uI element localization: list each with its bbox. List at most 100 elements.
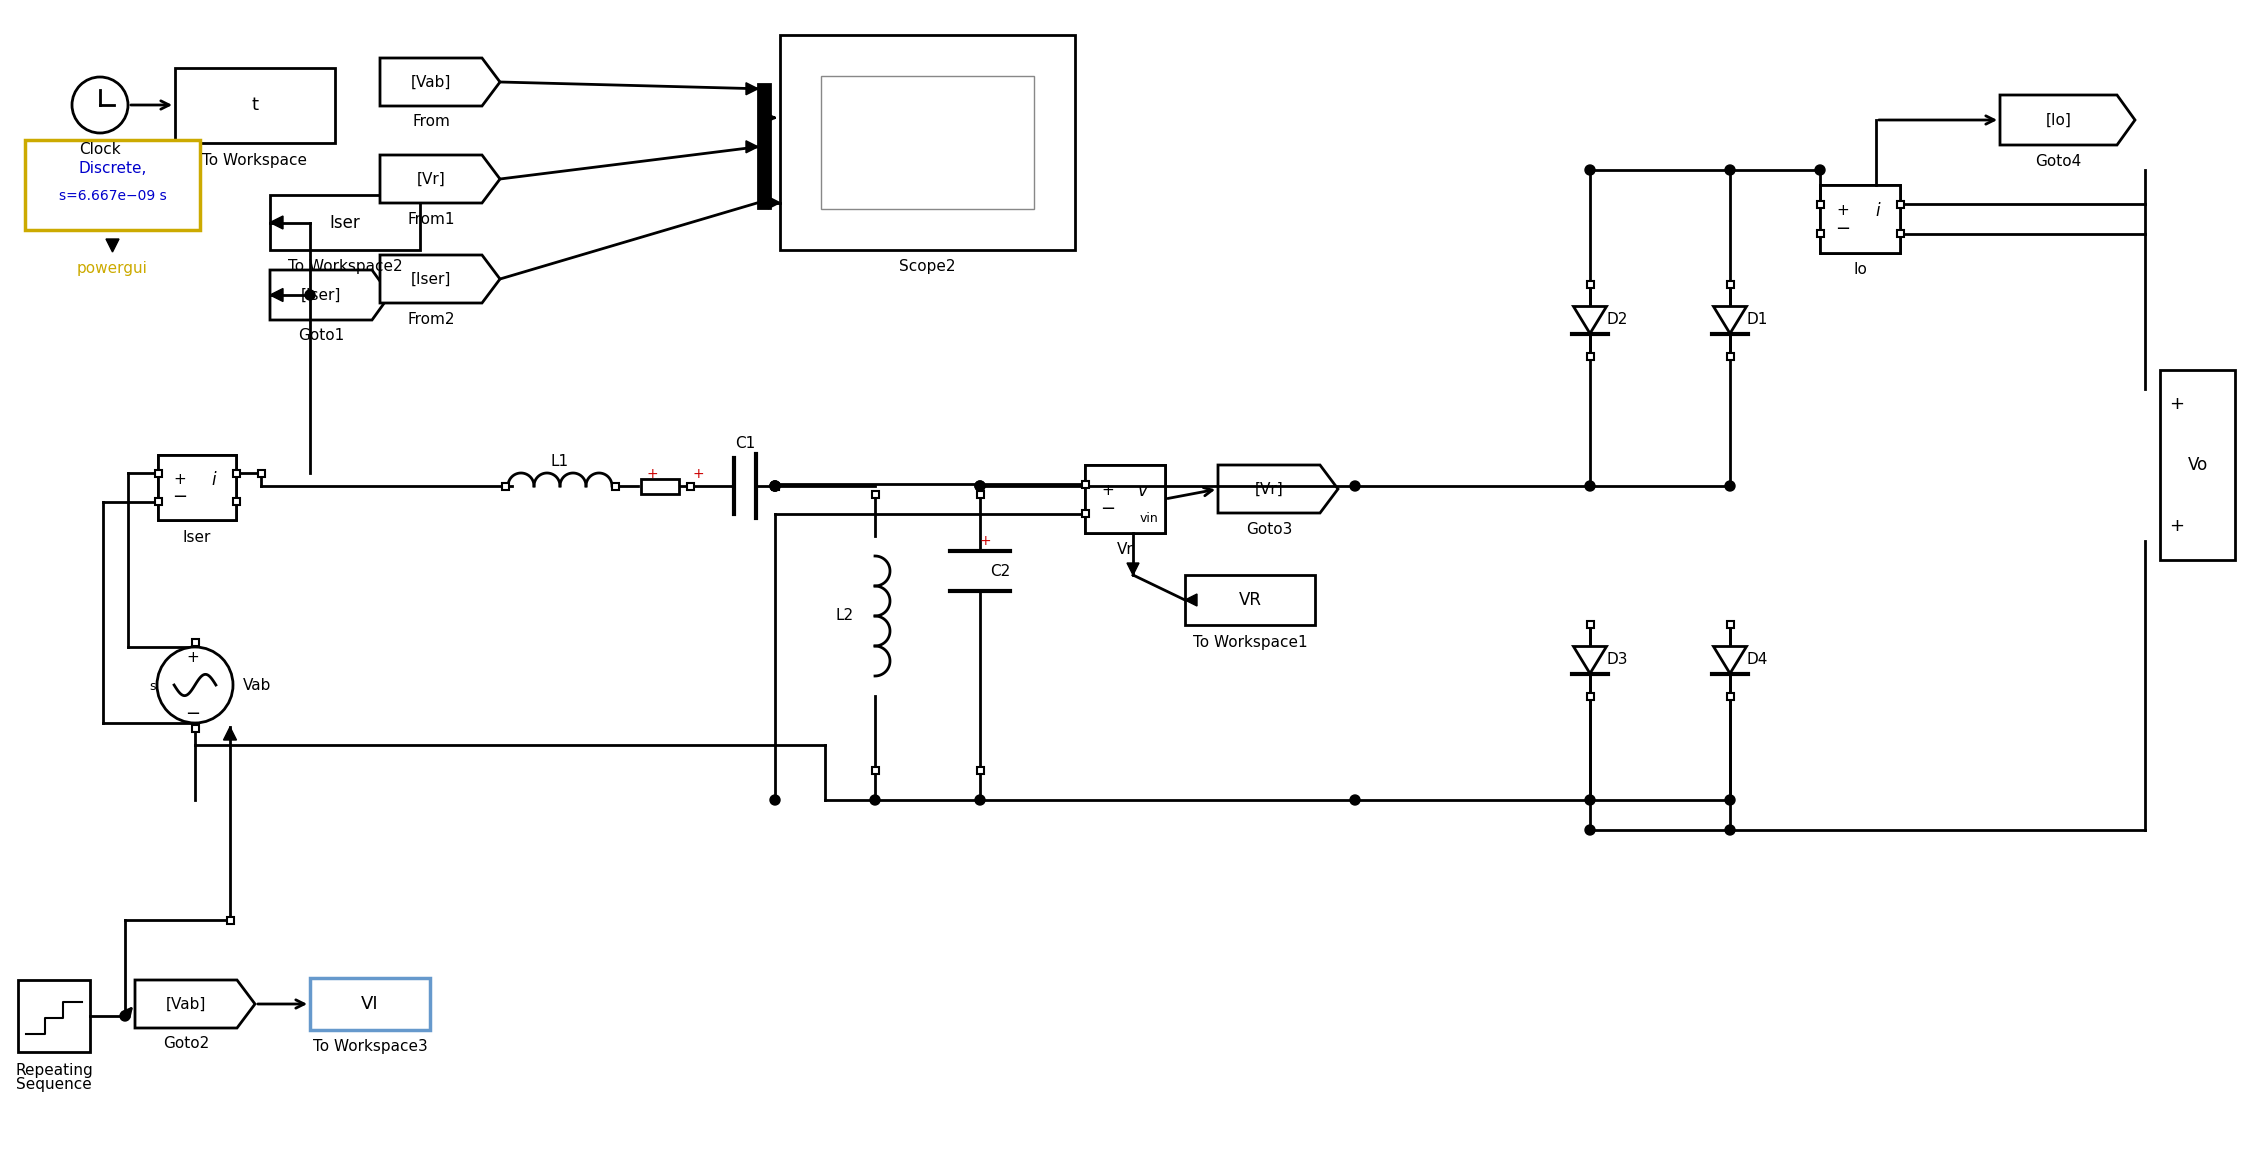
Text: From2: From2 bbox=[407, 312, 455, 327]
Text: To Workspace3: To Workspace3 bbox=[312, 1040, 428, 1055]
Polygon shape bbox=[1715, 646, 1746, 674]
Bar bbox=[174, 68, 335, 142]
Bar bbox=[1586, 621, 1592, 628]
Polygon shape bbox=[1126, 563, 1140, 576]
Bar bbox=[1816, 230, 1823, 237]
Bar bbox=[192, 725, 199, 732]
Circle shape bbox=[1586, 481, 1595, 491]
Polygon shape bbox=[269, 217, 283, 229]
Text: To Workspace: To Workspace bbox=[204, 153, 308, 168]
Circle shape bbox=[1726, 796, 1735, 805]
Polygon shape bbox=[746, 141, 758, 153]
Circle shape bbox=[1350, 481, 1359, 491]
Circle shape bbox=[1586, 164, 1595, 175]
Bar bbox=[2160, 371, 2235, 560]
Bar bbox=[1821, 185, 1900, 252]
Circle shape bbox=[1350, 796, 1359, 805]
Text: Discrete,: Discrete, bbox=[79, 161, 147, 176]
Polygon shape bbox=[136, 980, 256, 1028]
Text: Goto2: Goto2 bbox=[163, 1036, 208, 1051]
Circle shape bbox=[1814, 164, 1825, 175]
Circle shape bbox=[871, 796, 880, 805]
Text: +: + bbox=[174, 472, 185, 488]
Circle shape bbox=[1726, 824, 1735, 835]
Text: Clock: Clock bbox=[79, 142, 120, 157]
Text: −: − bbox=[185, 704, 201, 723]
Bar bbox=[310, 979, 430, 1029]
Bar bbox=[1086, 466, 1165, 533]
Polygon shape bbox=[2000, 95, 2135, 145]
Bar bbox=[1586, 692, 1592, 699]
Text: −: − bbox=[172, 489, 188, 506]
Text: [Vr]: [Vr] bbox=[416, 171, 446, 186]
Bar bbox=[1816, 200, 1823, 207]
Circle shape bbox=[1726, 481, 1735, 491]
Circle shape bbox=[120, 1011, 129, 1021]
Circle shape bbox=[769, 481, 780, 491]
Text: D3: D3 bbox=[1606, 652, 1629, 667]
Bar bbox=[758, 83, 769, 207]
Bar bbox=[258, 470, 265, 477]
Text: −: − bbox=[1099, 500, 1115, 518]
Bar bbox=[1726, 621, 1733, 628]
Bar bbox=[977, 491, 984, 498]
Text: Io: Io bbox=[1853, 263, 1866, 278]
Text: D2: D2 bbox=[1606, 313, 1629, 328]
Bar bbox=[1086, 466, 1165, 533]
Polygon shape bbox=[380, 155, 500, 203]
Text: From: From bbox=[412, 115, 450, 130]
Polygon shape bbox=[1715, 307, 1746, 334]
Polygon shape bbox=[269, 288, 283, 301]
Text: Scope2: Scope2 bbox=[900, 258, 957, 273]
Polygon shape bbox=[106, 239, 120, 252]
Text: Goto1: Goto1 bbox=[299, 329, 344, 344]
Bar bbox=[1896, 230, 1905, 237]
Bar bbox=[269, 195, 421, 250]
Bar bbox=[780, 35, 1074, 250]
Text: i: i bbox=[213, 470, 217, 489]
Polygon shape bbox=[380, 58, 500, 107]
Circle shape bbox=[72, 76, 129, 133]
Text: D4: D4 bbox=[1746, 652, 1767, 667]
Bar bbox=[18, 980, 90, 1051]
Bar bbox=[1896, 200, 1905, 207]
Text: [Iser]: [Iser] bbox=[301, 287, 342, 302]
Polygon shape bbox=[269, 270, 389, 320]
Bar bbox=[977, 767, 984, 774]
Text: Vr: Vr bbox=[1117, 542, 1133, 557]
Bar bbox=[1081, 481, 1088, 488]
Bar bbox=[611, 483, 618, 490]
Polygon shape bbox=[769, 197, 780, 208]
Text: powergui: powergui bbox=[77, 261, 147, 276]
Bar bbox=[1726, 352, 1733, 359]
Text: Sequence: Sequence bbox=[16, 1077, 93, 1092]
Bar bbox=[1586, 352, 1592, 359]
Bar bbox=[871, 491, 878, 498]
Text: L1: L1 bbox=[552, 454, 570, 469]
Text: +: + bbox=[979, 534, 991, 548]
Polygon shape bbox=[1574, 307, 1606, 334]
Circle shape bbox=[975, 481, 984, 491]
Bar bbox=[685, 483, 694, 490]
Text: Vo: Vo bbox=[2187, 456, 2208, 474]
Circle shape bbox=[1586, 824, 1595, 835]
Text: [Vr]: [Vr] bbox=[1255, 482, 1283, 497]
Text: [Vab]: [Vab] bbox=[412, 74, 450, 89]
Text: Vab: Vab bbox=[242, 677, 271, 692]
Circle shape bbox=[1726, 164, 1735, 175]
Text: vin: vin bbox=[1140, 512, 1158, 525]
Text: +: + bbox=[188, 650, 199, 665]
Bar bbox=[226, 916, 233, 923]
Bar bbox=[1821, 185, 1900, 252]
Text: C1: C1 bbox=[735, 437, 756, 452]
Polygon shape bbox=[1574, 646, 1606, 674]
Bar bbox=[1081, 511, 1088, 518]
Bar bbox=[1726, 692, 1733, 699]
Circle shape bbox=[156, 647, 233, 723]
Text: From1: From1 bbox=[407, 212, 455, 227]
Text: D1: D1 bbox=[1746, 313, 1767, 328]
Circle shape bbox=[1586, 796, 1595, 805]
Polygon shape bbox=[380, 255, 500, 303]
Bar bbox=[154, 470, 161, 477]
Circle shape bbox=[975, 481, 984, 491]
